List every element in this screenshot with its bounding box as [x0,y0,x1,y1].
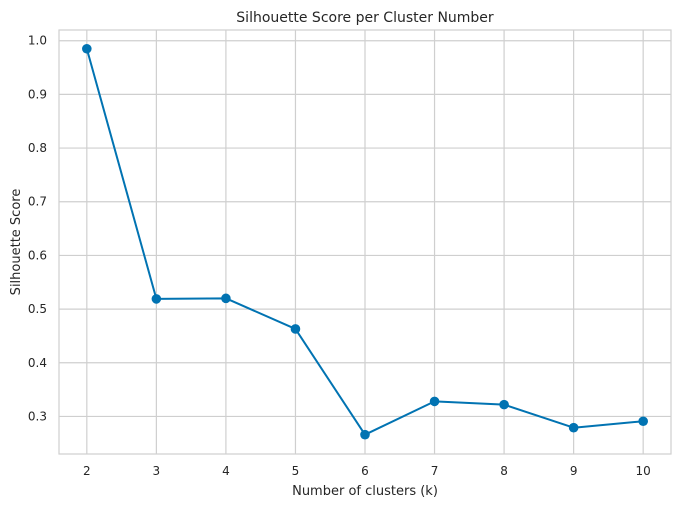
y-gridlines [59,40,671,418]
data-point-k-4 [221,293,231,304]
data-point-k-7 [429,396,440,407]
y-tick-label-0.6: 0.6 [28,248,47,262]
y-tick-label-0.9: 0.9 [28,87,47,101]
y-tick-label-0.8: 0.8 [28,141,47,155]
data-point-k-9 [568,422,579,433]
y-tick-label-0.7: 0.7 [28,195,47,209]
y-tick-labels: 0.3 0.4 0.5 0.6 0.7 0.8 0.9 1.0 [28,34,47,424]
chart-title: Silhouette Score per Cluster Number [236,10,494,26]
x-tick-label-9: 9 [570,464,578,478]
x-tick-labels: 2 3 4 5 6 7 8 9 10 [83,464,651,478]
plot-frame [58,29,672,455]
x-tick-label-7: 7 [431,464,439,478]
y-axis-label: Silhouette Score [9,189,24,296]
x-tick-label-2: 2 [83,464,91,478]
x-axis-label: Number of clusters (k) [292,484,438,499]
y-tick-label-0.4: 0.4 [28,356,47,370]
data-point-k-5 [290,324,301,334]
series-layer [82,43,648,440]
x-tick-label-10: 10 [636,464,651,478]
data-point-k-3 [151,294,162,304]
data-point-k-2 [82,43,92,54]
x-tick-label-6: 6 [361,464,369,478]
x-tick-label-8: 8 [500,464,508,478]
data-point-k-6 [360,429,370,440]
x-tick-label-5: 5 [292,464,300,478]
y-tick-label-0.3: 0.3 [28,409,47,423]
data-point-k-8 [499,399,509,410]
data-point-k-10 [638,416,648,427]
y-tick-label-1.0: 1.0 [28,34,47,48]
x-gridlines [86,30,644,454]
y-tick-label-0.5: 0.5 [28,302,47,316]
x-tick-label-3: 3 [153,464,161,478]
x-tick-label-4: 4 [222,464,230,478]
